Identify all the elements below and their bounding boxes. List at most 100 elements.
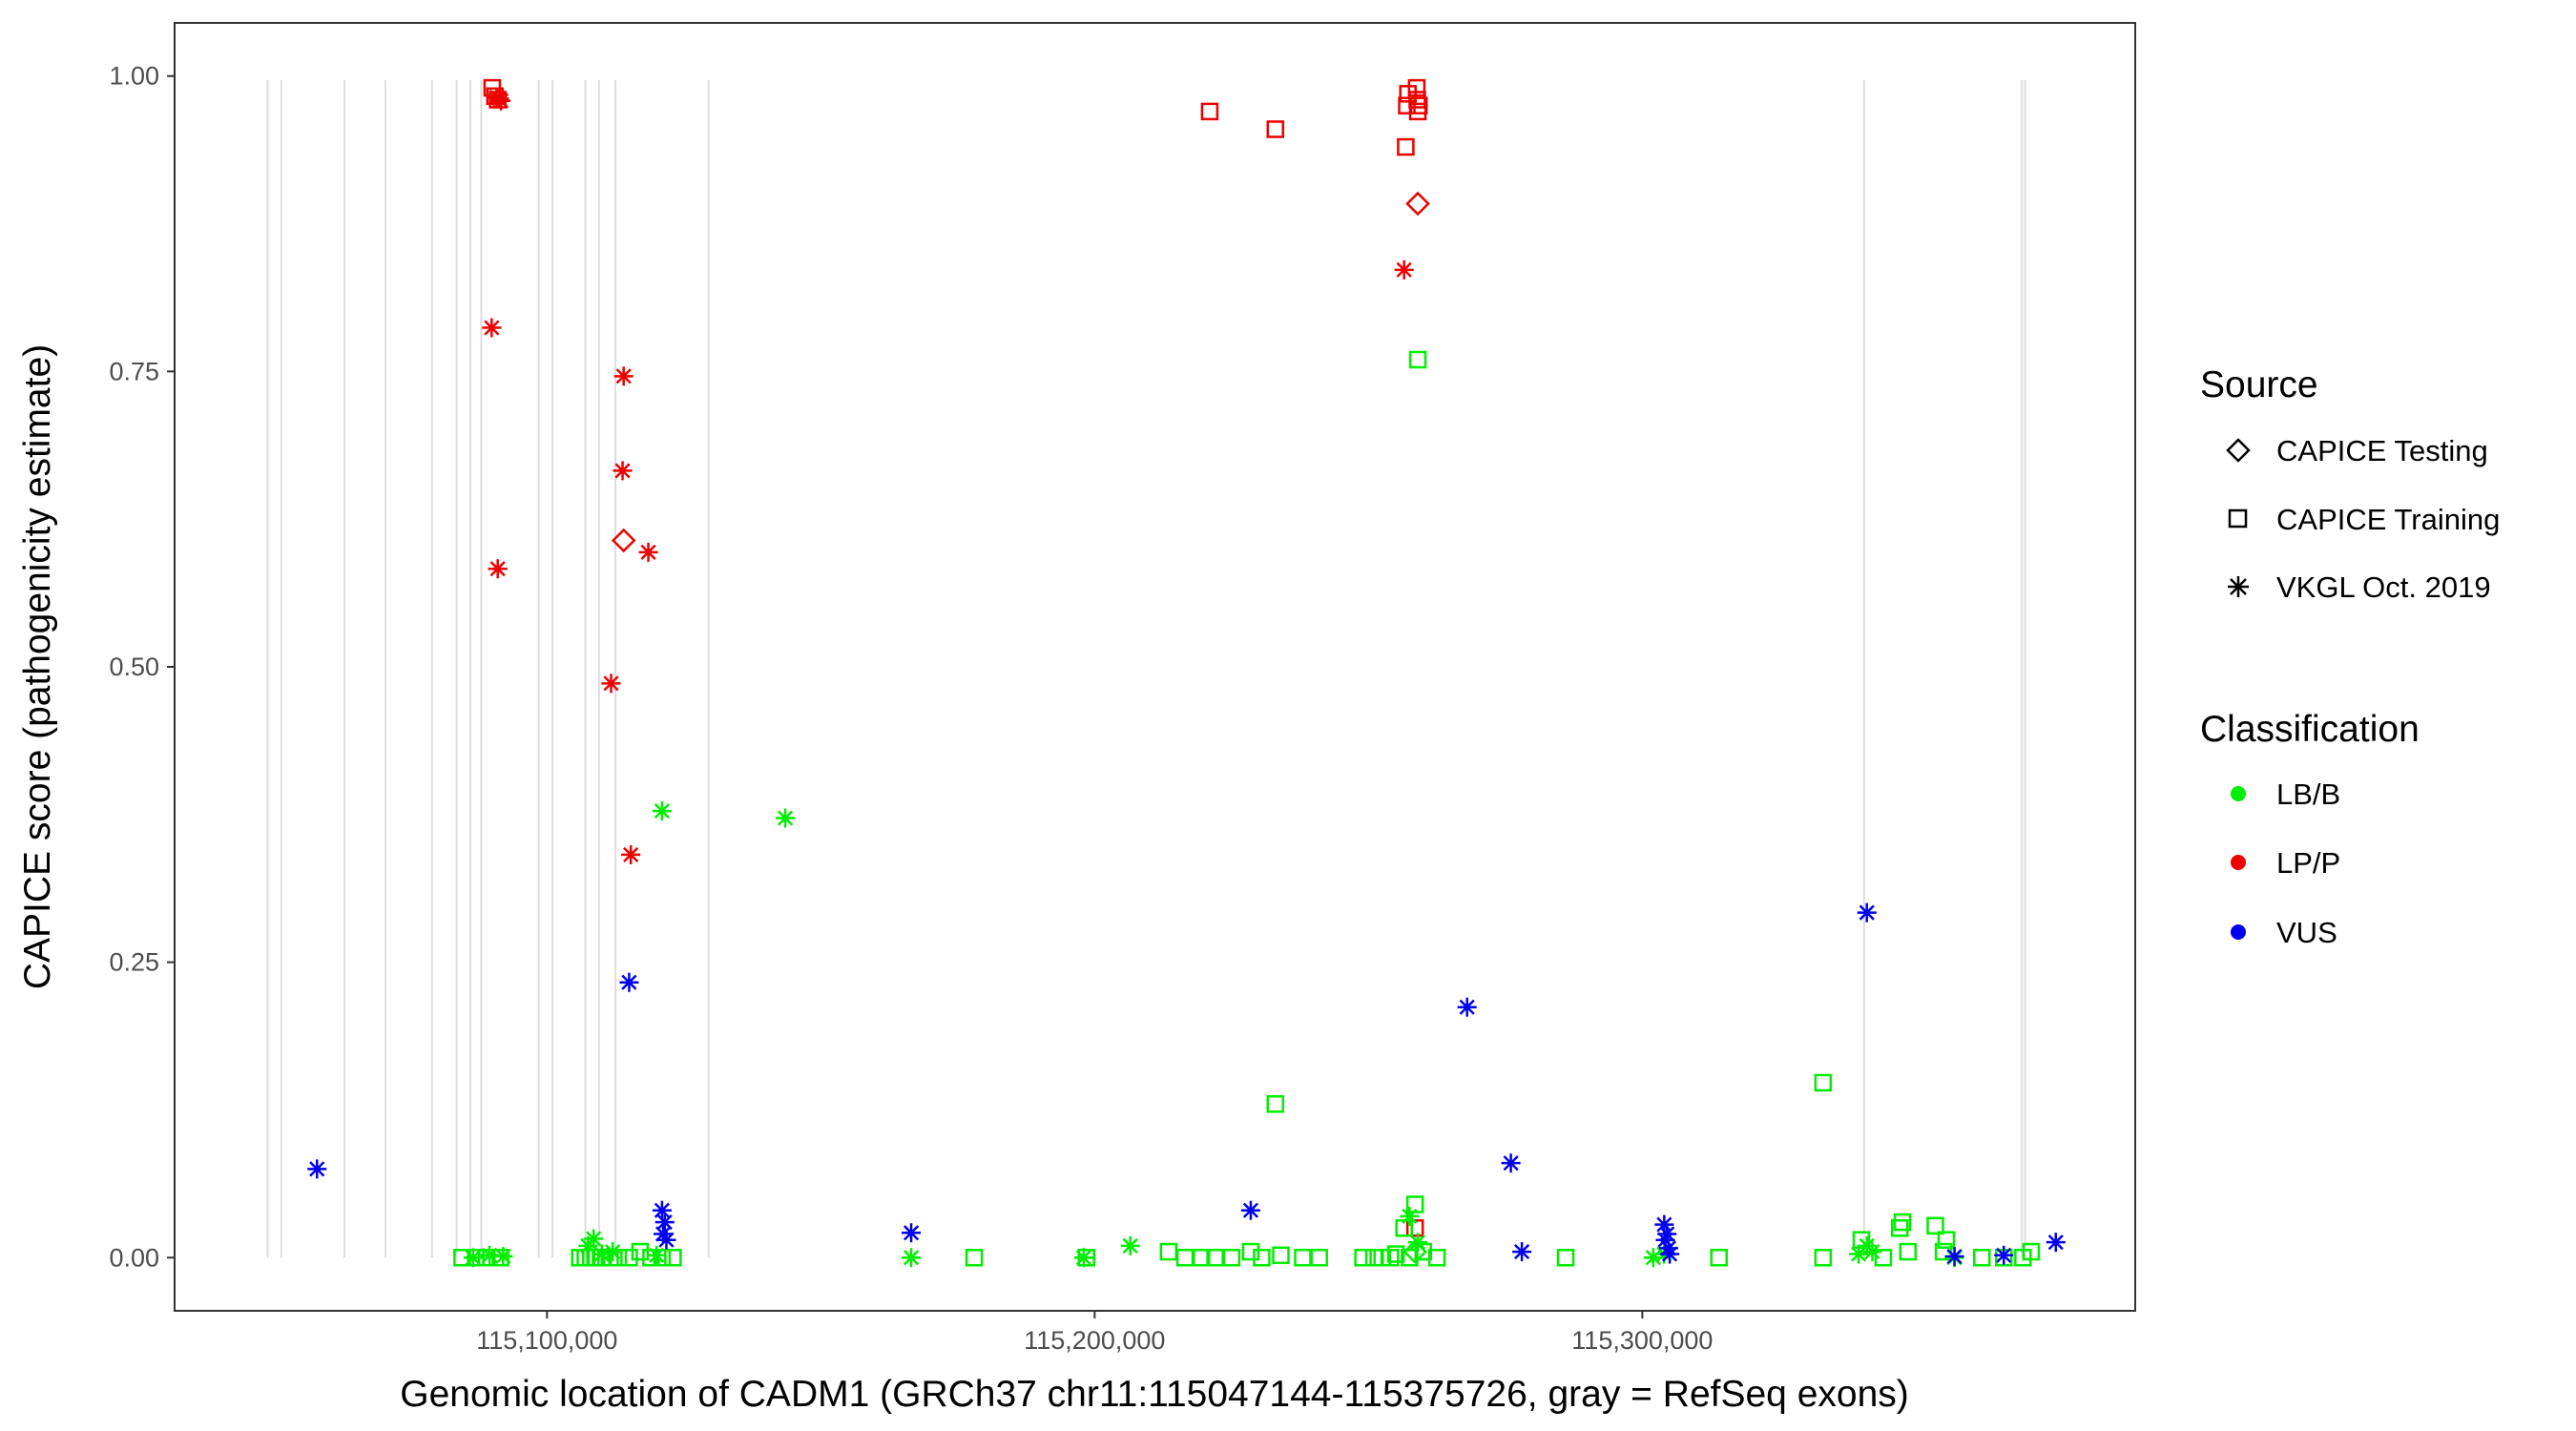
point-square (1408, 91, 1426, 109)
point-square (1409, 96, 1428, 114)
legend-label-capice-training: CAPICE Training (2276, 503, 2500, 536)
point-asterisk (613, 366, 634, 386)
y-tick-label: 0.50 (109, 653, 159, 681)
point-square (1937, 1231, 1956, 1249)
x-axis-title: Genomic location of CADM1 (GRCh37 chr11:… (400, 1374, 1909, 1415)
point-square (1814, 1073, 1833, 1092)
point-asterisk (1857, 902, 1877, 923)
point-square (1397, 137, 1415, 156)
legend-item-lpp: LP/P (2231, 846, 2340, 880)
point-square (1386, 1245, 1405, 1263)
point-square (1926, 1216, 1944, 1235)
legend-classification-title: Classification (2200, 709, 2420, 750)
point-asterisk (2046, 1233, 2066, 1253)
point-asterisk (1944, 1247, 1964, 1267)
point-asterisk (619, 972, 639, 992)
legend-vus-dot-icon (2231, 924, 2246, 940)
point-square (1556, 1249, 1575, 1267)
x-tick-label: 115,100,000 (476, 1326, 617, 1355)
point-square (1710, 1249, 1728, 1267)
point-square (1266, 1095, 1285, 1113)
legend-item-vus: VUS (2231, 916, 2337, 949)
x-axis: 115,100,000 115,200,000 115,300,000 (476, 1311, 1713, 1355)
point-square (1890, 1219, 1909, 1237)
point-asterisk (652, 801, 672, 821)
point-asterisk (1457, 997, 1477, 1017)
legend-diamond-icon (2226, 438, 2251, 463)
legend-item-capice-testing: CAPICE Testing (2226, 434, 2488, 467)
point-asterisk (1394, 259, 1414, 280)
legend-source-title: Source (2200, 364, 2318, 405)
y-tick-label: 0.00 (109, 1243, 159, 1272)
legend-lbb-dot-icon (2231, 786, 2246, 801)
x-tick-label: 115,200,000 (1024, 1326, 1165, 1355)
point-diamond (1405, 191, 1430, 217)
point-asterisk (1862, 1242, 1882, 1262)
legend-label-vkgl: VKGL Oct. 2019 (2276, 570, 2491, 604)
y-axis-title: CAPICE score (pathogenicity estimate) (17, 344, 58, 989)
legend-item-lbb: LB/B (2231, 778, 2340, 811)
point-asterisk (463, 1248, 483, 1268)
point-asterisk (647, 1245, 667, 1265)
legend-label-capice-testing: CAPICE Testing (2276, 434, 2488, 467)
point-square (1852, 1231, 1871, 1249)
point-square (1253, 1249, 1271, 1267)
point-asterisk (1660, 1244, 1680, 1264)
point-square (1408, 350, 1427, 369)
point-square (965, 1249, 984, 1267)
point-square (1310, 1249, 1328, 1267)
point-square (1874, 1249, 1893, 1267)
point-square (1200, 102, 1219, 121)
legend-item-capice-training: CAPICE Training (2228, 503, 2500, 536)
point-asterisk (1512, 1242, 1532, 1262)
point-asterisk (902, 1248, 922, 1268)
point-diamond (611, 528, 636, 553)
point-asterisk (482, 318, 502, 338)
point-square (1193, 1249, 1211, 1267)
point-square (1222, 1249, 1241, 1267)
panel-background (175, 23, 2135, 1311)
y-tick-label: 0.25 (109, 948, 159, 977)
point-asterisk (638, 542, 658, 562)
point-square (1814, 1249, 1833, 1267)
legend: Source CAPICE Testing CAPICE Training VK… (2200, 364, 2500, 949)
point-asterisk (601, 674, 621, 694)
point-square (609, 1249, 628, 1267)
point-asterisk (1120, 1235, 1140, 1255)
point-asterisk (493, 1247, 513, 1267)
point-asterisk (613, 461, 633, 481)
point-asterisk (1655, 1230, 1675, 1250)
point-square (1241, 1242, 1260, 1261)
point-square (620, 1249, 638, 1267)
point-square (1407, 78, 1426, 97)
point-square (1427, 1249, 1446, 1267)
point-asterisk (1408, 1233, 1428, 1253)
point-asterisk (654, 1213, 675, 1233)
point-asterisk (1240, 1200, 1260, 1220)
point-asterisk (1994, 1245, 2014, 1265)
point-square (1899, 1242, 1918, 1261)
point-square (664, 1249, 682, 1267)
point-square (1973, 1249, 1991, 1267)
point-square (1398, 96, 1416, 114)
legend-label-lbb: LB/B (2276, 778, 2340, 811)
point-square (1354, 1249, 1372, 1267)
point-square (1381, 1249, 1400, 1267)
point-asterisk (652, 1200, 672, 1220)
data-points (307, 78, 2066, 1268)
legend-asterisk-icon (2228, 576, 2249, 597)
point-asterisk (489, 89, 509, 109)
point-square (1893, 1213, 1912, 1232)
point-asterisk (584, 1229, 604, 1249)
point-asterisk (1400, 1206, 1420, 1226)
point-asterisk (1654, 1214, 1674, 1234)
point-square (2022, 1242, 2041, 1261)
legend-label-lpp: LP/P (2276, 846, 2340, 880)
y-axis: 0.00 0.25 0.50 0.75 1.00 (109, 62, 175, 1272)
point-asterisk (656, 1230, 676, 1250)
point-square (1272, 1246, 1290, 1265)
point-asterisk (307, 1159, 327, 1179)
y-tick-label: 1.00 (109, 62, 159, 91)
y-tick-label: 0.75 (109, 357, 159, 385)
